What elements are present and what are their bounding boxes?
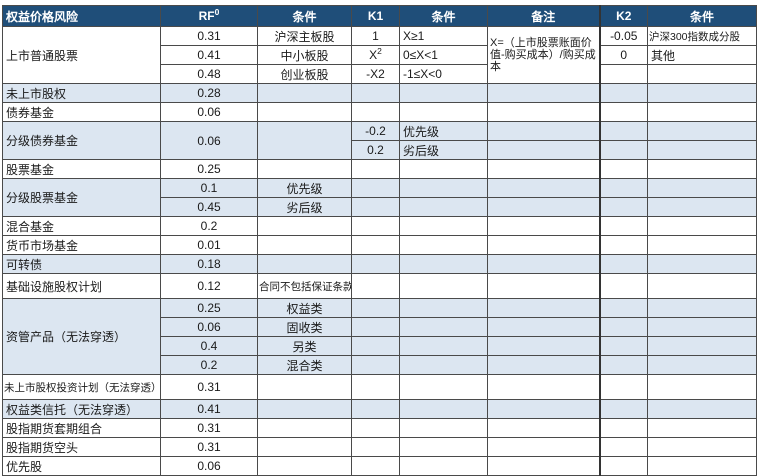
row-label: 基础设施股权计划 <box>2 273 161 299</box>
condition-cell: 沪深主板股 <box>257 26 352 46</box>
k1-condition: 0≤X<1 <box>399 45 488 65</box>
header-cond3: 条件 <box>647 5 757 27</box>
k1-value: X2 <box>351 45 400 65</box>
table-row: 未上市股权投资计划（无法穿透） 0.31 <box>2 374 757 400</box>
rf-value: 0.41 <box>160 45 258 65</box>
table-row: 0.2 混合类 <box>3 355 757 375</box>
row-label: 未上市股权投资计划（无法穿透） <box>2 374 161 400</box>
header-row: 权益价格风险 RF0 条件 K1 条件 备注 K2 条件 <box>2 5 757 27</box>
rf-value: 0.48 <box>160 64 258 84</box>
rf-value: 0.31 <box>160 418 258 438</box>
rf-value: 0.2 <box>160 216 258 236</box>
rf-value: 0.06 <box>160 456 258 476</box>
table-row: 上市普通股票 0.31 沪深主板股 1 X≥1 X=（上市股票账面价值-购买成本… <box>2 26 757 84</box>
k1-value: 1 <box>351 26 400 46</box>
table-row: 货币市场基金 0.01 <box>2 235 757 255</box>
header-risk: 权益价格风险 <box>2 5 161 27</box>
condition-cell: 劣后级 <box>257 197 352 217</box>
row-label: 货币市场基金 <box>2 235 161 255</box>
row-label: 股票基金 <box>2 159 161 179</box>
rf-value: 0.06 <box>160 121 258 160</box>
rf-value: 0.25 <box>160 159 258 179</box>
condition-cell: 混合类 <box>257 355 352 375</box>
k1-condition: 劣后级 <box>399 140 488 160</box>
rf-value: 0.06 <box>160 317 258 337</box>
table-row: 资管产品（无法穿透） 0.25 权益类 <box>2 298 757 375</box>
condition-cell: 优先级 <box>257 178 352 198</box>
table-row: 基础设施股权计划 0.12 合同不包括保证条款 <box>2 273 757 299</box>
rf-value: 0.28 <box>160 83 258 103</box>
header-k2: K2 <box>598 5 648 27</box>
condition-cell: 中小板股 <box>257 45 352 65</box>
table-row: 混合基金 0.2 <box>2 216 757 236</box>
rf-value: 0.45 <box>160 197 258 217</box>
table-row: 未上市股权 0.28 <box>2 83 757 103</box>
table-row: 可转债 0.18 <box>2 254 757 274</box>
header-rf0: RF0 <box>160 5 258 27</box>
k1-value: -0.2 <box>351 121 400 141</box>
k1-value: -X2 <box>351 64 400 84</box>
exponent: 2 <box>377 46 382 56</box>
row-label: 混合基金 <box>2 216 161 236</box>
rf-value: 0.2 <box>160 355 258 375</box>
condition-cell: 权益类 <box>257 298 352 318</box>
row-label: 股指期货套期组合 <box>2 418 161 438</box>
row-label: 上市普通股票 <box>2 26 161 84</box>
row-label: 可转债 <box>2 254 161 274</box>
k2-value: -0.05 <box>598 26 648 46</box>
rf-value: 0.18 <box>160 254 258 274</box>
rf-value: 0.4 <box>160 336 258 356</box>
row-label: 分级债券基金 <box>2 121 161 160</box>
row-label: 分级股票基金 <box>2 178 161 217</box>
table-row: 分级股票基金 0.1 优先级 <box>2 178 757 217</box>
header-cond2: 条件 <box>399 5 488 27</box>
rf-value: 0.31 <box>160 26 258 46</box>
k1-condition: -1≤X<0 <box>399 64 488 84</box>
table-row: 股指期货套期组合 0.31 <box>2 418 757 438</box>
rf-value: 0.1 <box>160 178 258 198</box>
table-row: 0.06 固收类 <box>3 317 757 337</box>
row-label: 未上市股权 <box>2 83 161 103</box>
table-row: 优先股 0.06 <box>2 456 757 476</box>
table-row: 0.48 创业板股 -X2 -1≤X<0 <box>3 64 757 84</box>
table-row: 0.2 劣后级 <box>3 140 757 160</box>
row-label: 权益类信托（无法穿透） <box>2 399 161 419</box>
row-label: 优先股 <box>2 456 161 476</box>
k1-value: 0.2 <box>351 140 400 160</box>
rf-value: 0.06 <box>160 102 258 122</box>
note-cell: X=（上市股票账面价值-购买成本）/购买成本 <box>487 26 600 84</box>
k2-condition: 沪深300指数成分股 <box>647 26 757 46</box>
k2-condition <box>647 64 757 84</box>
condition-cell: 创业板股 <box>257 64 352 84</box>
condition-cell: 固收类 <box>257 317 352 337</box>
rf-value: 0.31 <box>160 437 258 457</box>
k1-condition: X≥1 <box>399 26 488 46</box>
header-k1: K1 <box>351 5 400 27</box>
k2-condition: 其他 <box>647 45 757 65</box>
table-row: 分级债券基金 0.06 -0.2 优先级 <box>2 121 757 160</box>
rf-value: 0.31 <box>160 374 258 400</box>
header-cond1: 条件 <box>257 5 352 27</box>
row-label: 股指期货空头 <box>2 437 161 457</box>
table-row: 股指期货空头 0.31 <box>2 437 757 457</box>
table-row: 债券基金 0.06 <box>2 102 757 122</box>
table-row: 0.4 另类 <box>3 336 757 356</box>
k1-condition: 优先级 <box>399 121 488 141</box>
rf-value: 0.01 <box>160 235 258 255</box>
rf-subscript: 0 <box>214 7 220 17</box>
row-label: 资管产品（无法穿透） <box>2 298 161 375</box>
table-row: 股票基金 0.25 <box>2 159 757 179</box>
table-row: 0.45 劣后级 <box>3 197 757 217</box>
rf-value: 0.25 <box>160 298 258 318</box>
row-label: 债券基金 <box>2 102 161 122</box>
k2-value: 0 <box>598 45 648 65</box>
rf-value: 0.12 <box>160 273 258 299</box>
condition-cell: 合同不包括保证条款 <box>257 273 352 299</box>
condition-cell: 另类 <box>257 336 352 356</box>
equity-price-risk-table: 权益价格风险 RF0 条件 K1 条件 备注 K2 条件 上市普通股票 0.31… <box>2 5 757 476</box>
header-note: 备注 <box>487 5 600 27</box>
table-row: 权益类信托（无法穿透） 0.41 <box>2 399 757 419</box>
rf-value: 0.41 <box>160 399 258 419</box>
k2-value <box>598 64 648 84</box>
